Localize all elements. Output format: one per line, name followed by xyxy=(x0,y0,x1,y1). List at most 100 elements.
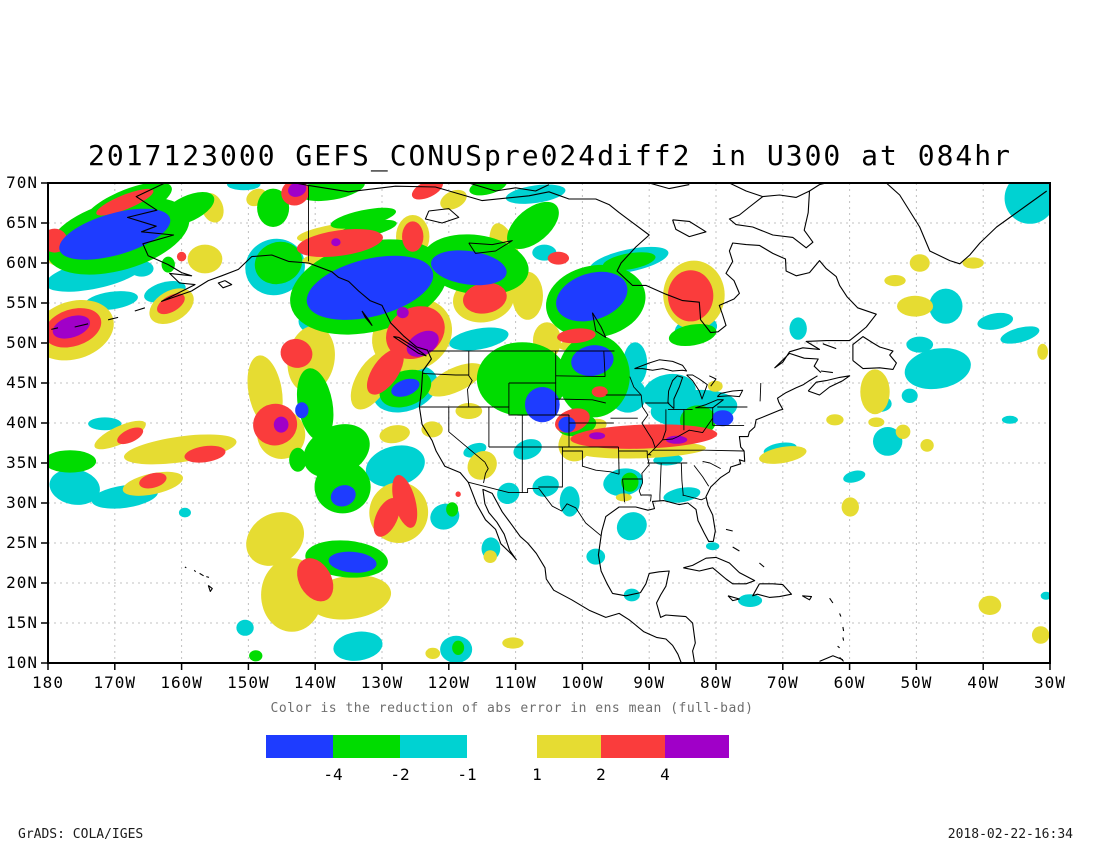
contour-region xyxy=(124,434,237,465)
contour-region xyxy=(571,345,614,377)
lake-outline xyxy=(716,389,744,398)
coastline xyxy=(842,626,845,632)
contour-region xyxy=(901,388,918,403)
contour-region xyxy=(707,380,723,392)
contour-region xyxy=(139,472,167,489)
contour-region xyxy=(257,188,290,227)
lon-tick-label: 70W xyxy=(767,673,799,692)
contour-region xyxy=(379,425,410,444)
contour-region xyxy=(117,427,144,445)
coastline xyxy=(649,183,690,190)
coastline xyxy=(725,528,733,532)
contour-region xyxy=(333,631,383,661)
contour-region xyxy=(665,435,688,444)
lake-outline xyxy=(634,359,688,372)
contour-region xyxy=(425,647,441,660)
contour-region xyxy=(843,470,866,483)
coastline xyxy=(393,336,427,357)
contour-region xyxy=(1001,415,1018,424)
coastline xyxy=(126,183,682,663)
contour-region xyxy=(1031,626,1050,644)
legend-segment xyxy=(601,735,665,758)
coastline xyxy=(597,375,818,663)
contour-region xyxy=(289,447,307,472)
contour-region xyxy=(860,369,890,415)
contour-region xyxy=(330,207,397,229)
coastline xyxy=(107,316,119,321)
axis-ticks: 70N65N60N55N50N45N40N35N30N25N20N15N10N1… xyxy=(6,173,1065,692)
contour-region xyxy=(591,386,608,398)
legend-label: 2 xyxy=(596,765,606,784)
contour-region xyxy=(366,348,404,395)
state-border xyxy=(618,446,620,475)
coastline xyxy=(727,595,740,602)
contour-region xyxy=(884,275,906,287)
contour-region xyxy=(88,417,122,431)
contour-regions xyxy=(48,183,1050,663)
contour-region xyxy=(440,189,467,210)
contour-region xyxy=(904,348,971,390)
contour-region xyxy=(906,336,934,353)
state-border xyxy=(693,465,710,487)
legend-label: 1 xyxy=(532,765,542,784)
contour-region xyxy=(513,439,542,460)
contour-region xyxy=(297,558,334,602)
contour-region xyxy=(929,288,963,324)
lon-tick-label: 90W xyxy=(633,673,665,692)
contour-region xyxy=(497,482,520,505)
contour-region xyxy=(49,469,100,505)
contour-region xyxy=(288,183,307,197)
colorbar-caption: Color is the reduction of abs error in e… xyxy=(270,701,754,716)
contour-region xyxy=(446,502,459,517)
legend-label: -1 xyxy=(457,765,476,784)
state-border xyxy=(618,450,652,456)
contour-region xyxy=(467,451,497,480)
contour-region xyxy=(841,497,859,517)
lat-tick-label: 35N xyxy=(6,453,38,472)
plot-title: 2017123000 GEFS_CONUSpre024diff2 in U300… xyxy=(87,139,1012,172)
contour-region xyxy=(668,323,717,347)
contour-region xyxy=(330,485,356,507)
coastline xyxy=(728,190,814,249)
lake-outline xyxy=(591,312,607,338)
coastline xyxy=(820,370,833,374)
contour-region xyxy=(589,432,606,440)
contour-region xyxy=(306,255,434,320)
coastline xyxy=(759,562,765,568)
contour-region xyxy=(978,595,1002,616)
contour-region xyxy=(616,512,647,541)
lat-tick-label: 20N xyxy=(6,573,38,592)
state-border xyxy=(622,478,625,503)
state-border xyxy=(759,382,762,402)
contour-region xyxy=(1037,343,1048,360)
contour-region xyxy=(449,327,509,351)
contour-region xyxy=(586,548,606,565)
lake-outline xyxy=(667,375,684,409)
state-border xyxy=(468,481,602,537)
coastline xyxy=(51,327,59,330)
contour-region xyxy=(507,201,559,249)
contour-region xyxy=(246,512,305,566)
contour-region xyxy=(421,421,443,438)
contour-region xyxy=(430,503,460,530)
state-border xyxy=(662,409,667,440)
legend-segment xyxy=(400,735,467,758)
contour-region xyxy=(556,271,628,322)
contour-region xyxy=(328,551,377,573)
contour-region xyxy=(738,594,763,607)
contour-region xyxy=(431,250,507,286)
contour-region xyxy=(705,542,720,551)
state-border xyxy=(629,376,642,396)
lat-tick-label: 25N xyxy=(6,533,38,552)
lon-tick-label: 130W xyxy=(361,673,404,692)
contour-region xyxy=(455,491,461,498)
coastline xyxy=(295,183,877,373)
coastline xyxy=(361,310,373,326)
plot-timestamp: 2018-02-22-16:34 xyxy=(947,827,1073,842)
legend-label: -4 xyxy=(323,765,342,784)
lon-tick-label: 150W xyxy=(227,673,270,692)
coastline xyxy=(752,583,793,598)
contour-region xyxy=(427,363,484,397)
coastline xyxy=(74,323,89,328)
